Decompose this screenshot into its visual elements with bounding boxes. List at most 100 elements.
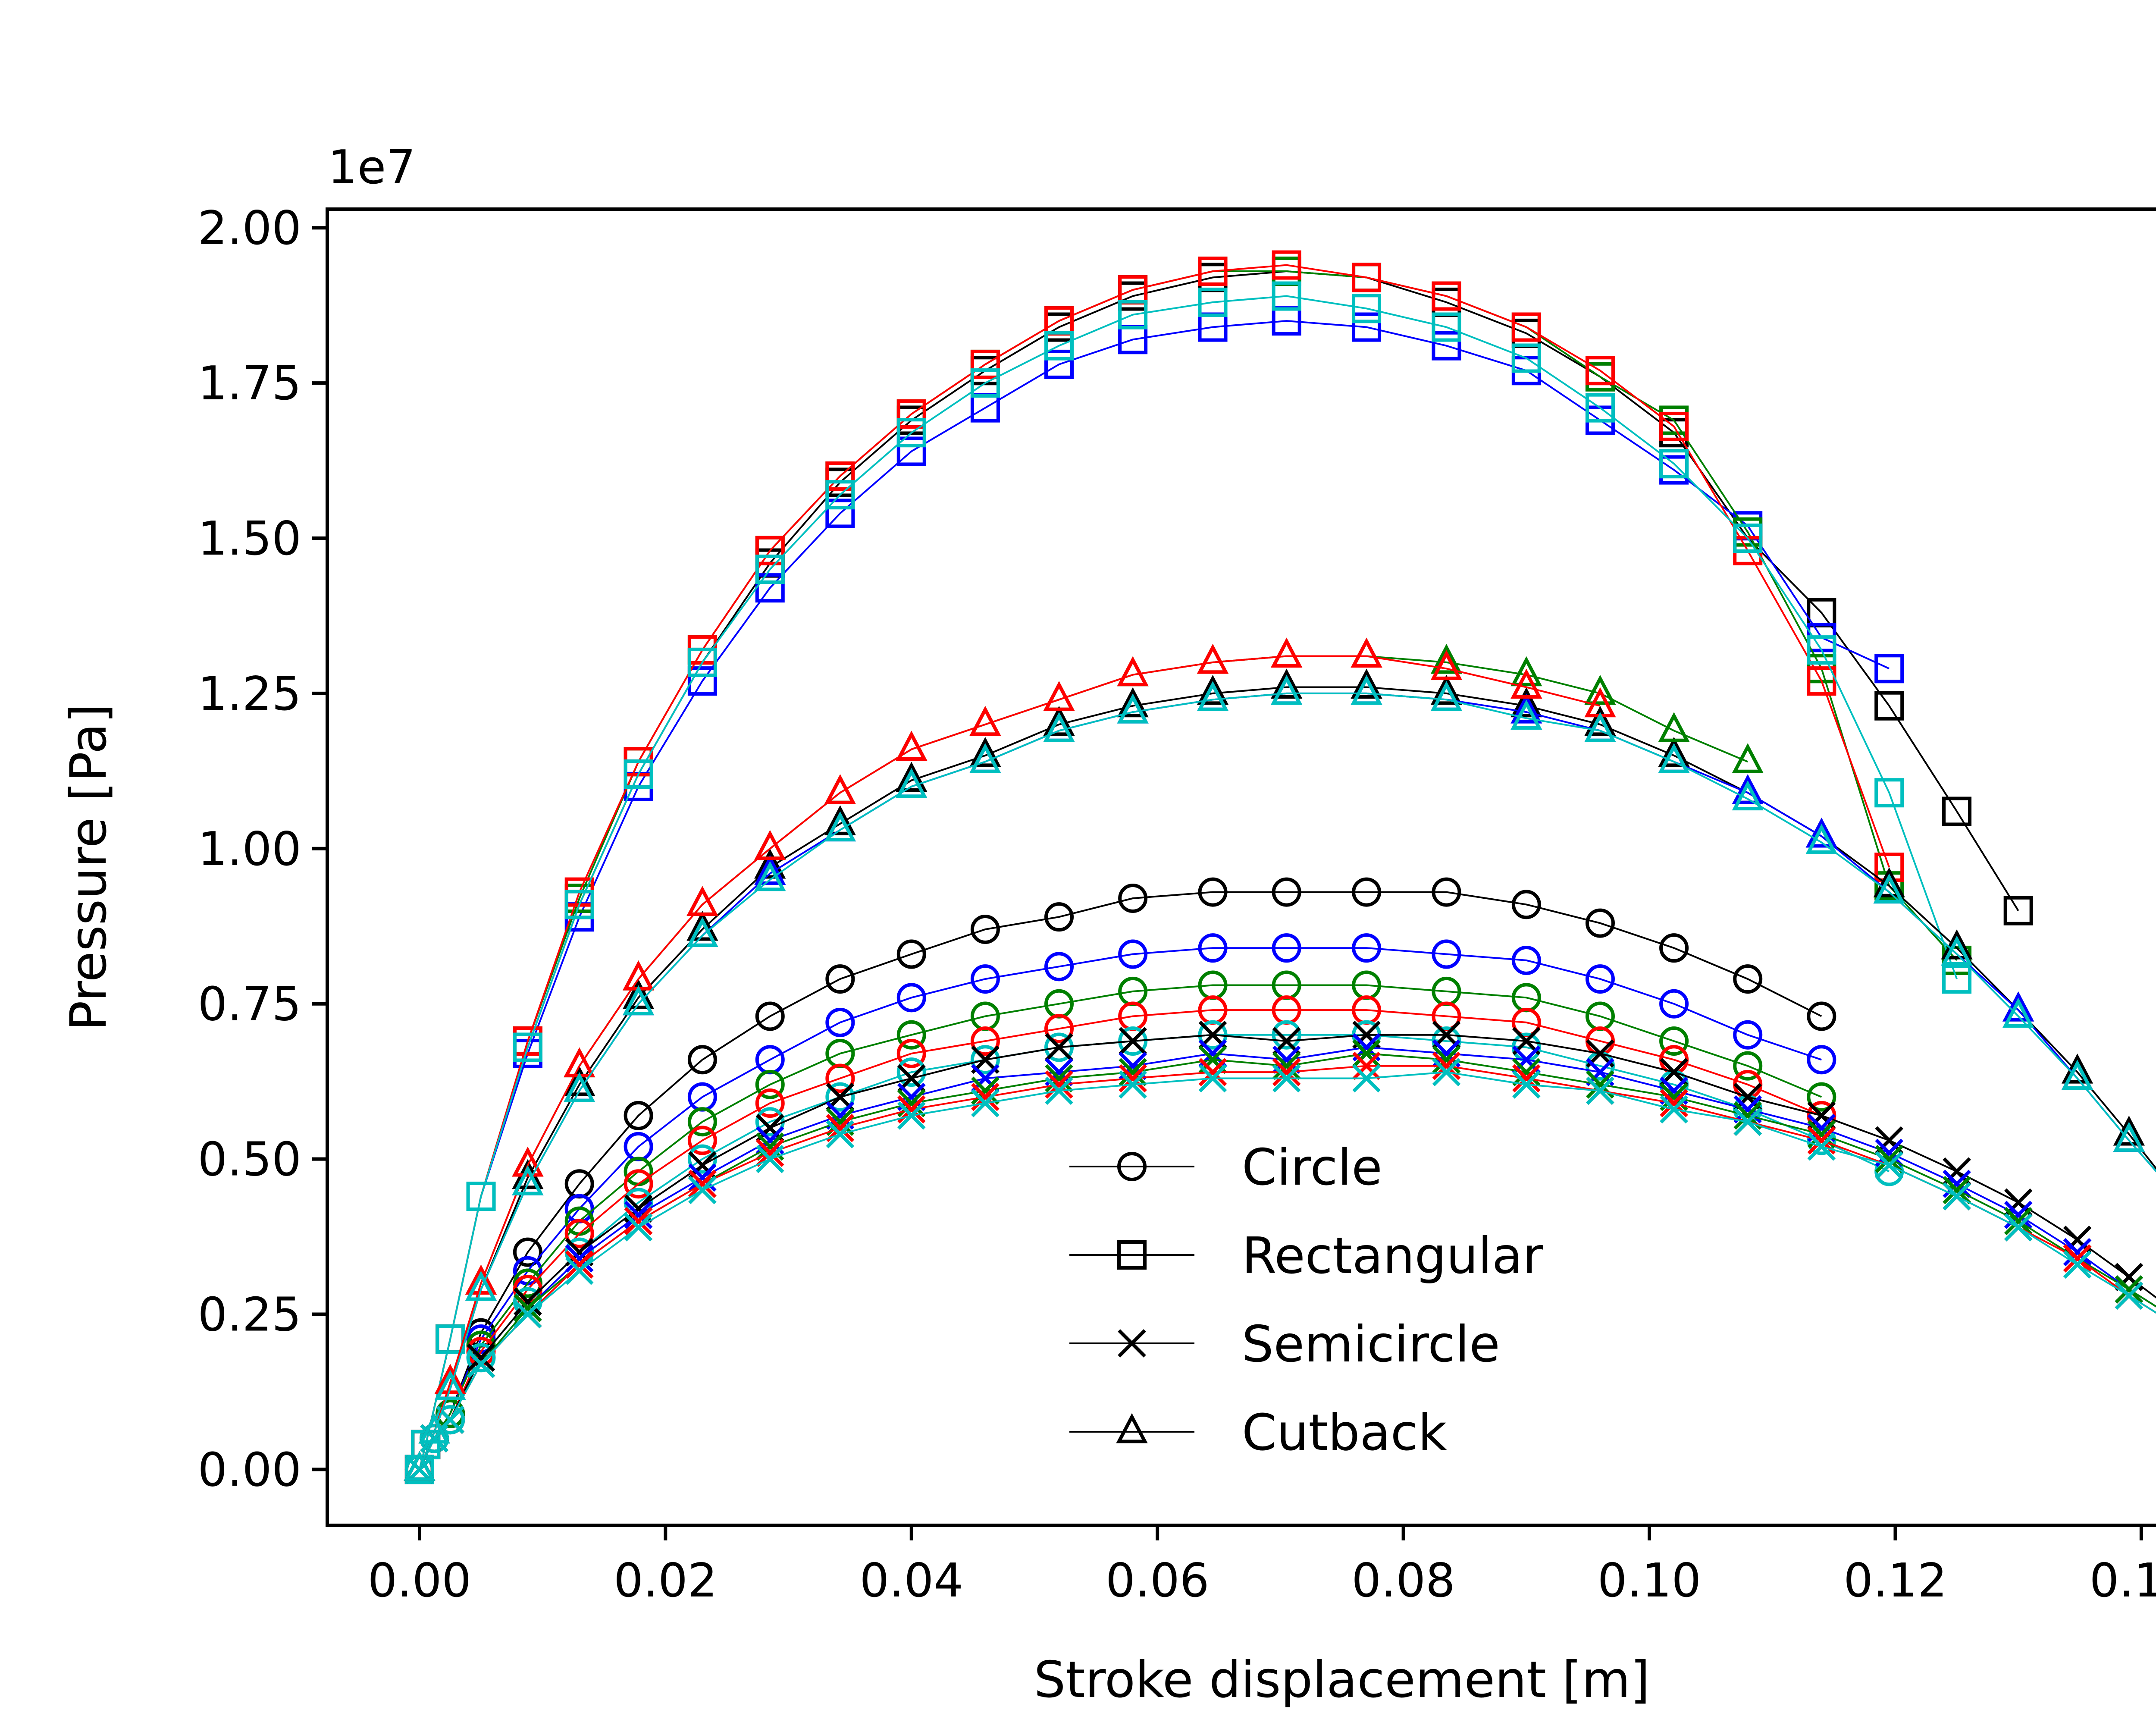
- x-tick-label: 0.06: [1106, 1554, 1209, 1608]
- y-tick-label: 2.00: [198, 201, 301, 255]
- data-point-triangle: [564, 1072, 595, 1102]
- data-point-square: [1659, 449, 1689, 479]
- y-offset-label: 1e7: [328, 141, 416, 194]
- data-point-circle: [1432, 939, 1461, 969]
- legend-entry-cutback: Cutback: [1069, 1404, 1447, 1462]
- series-line: [419, 1009, 1822, 1470]
- data-point-x: [1660, 1095, 1688, 1124]
- data-point-circle: [687, 1107, 717, 1137]
- data-point-x: [971, 1082, 1000, 1111]
- data-point-triangle: [1510, 699, 1542, 730]
- data-point-circle: [1044, 1014, 1074, 1044]
- data-point-circle: [1044, 952, 1074, 982]
- data-point-x: [565, 1256, 594, 1285]
- data-point-x: [1875, 1145, 1904, 1173]
- data-point-circle: [1044, 1032, 1074, 1062]
- y-tick-label: 1.75: [198, 357, 301, 411]
- data-point-x: [2115, 1275, 2143, 1304]
- data-point-x: [1119, 1058, 1147, 1086]
- series-rectangular-cyan: [404, 281, 1972, 1484]
- data-point-square: [970, 349, 1000, 379]
- legend-marker-square-icon: [1117, 1240, 1147, 1270]
- data-point-circle: [1733, 964, 1763, 994]
- data-point-x: [897, 1101, 926, 1130]
- data-point-square: [1432, 281, 1461, 311]
- legend-marker-triangle-icon: [1116, 1413, 1148, 1443]
- data-point-x: [1119, 1064, 1147, 1093]
- data-point-triangle: [896, 768, 928, 798]
- data-point-x: [2004, 1213, 2033, 1242]
- data-point-square: [466, 1182, 496, 1211]
- data-point-x: [514, 1287, 542, 1316]
- data-point-x: [2115, 1281, 2143, 1310]
- data-point-circle: [687, 1126, 717, 1155]
- data-point-x: [2063, 1250, 2092, 1279]
- data-point-triangle: [1043, 706, 1075, 736]
- data-point-x: [1586, 1076, 1614, 1105]
- series-line: [419, 692, 2156, 1470]
- data-point-square: [1659, 411, 1689, 441]
- x-tick-label: 0.08: [1351, 1554, 1455, 1608]
- data-point-triangle: [418, 1413, 450, 1444]
- data-point-x: [1733, 1107, 1762, 1136]
- data-point-circle: [896, 1038, 926, 1068]
- series-cutback-cyan: [404, 674, 2156, 1481]
- data-point-x: [1943, 1176, 1971, 1204]
- series-line: [419, 984, 1822, 1470]
- axes-frame: [326, 207, 2156, 1527]
- data-point-circle: [624, 1169, 653, 1199]
- y-tick-label: 0.75: [198, 978, 301, 1032]
- x-tick-label: 0.10: [1598, 1554, 1701, 1608]
- data-point-circle: [1118, 883, 1148, 913]
- data-point-circle: [755, 1070, 785, 1099]
- data-point-x: [2004, 1207, 2033, 1236]
- series-layer: [404, 250, 2156, 1484]
- data-point-x: [1272, 1051, 1301, 1080]
- data-point-square: [1272, 250, 1301, 280]
- data-point-triangle: [896, 762, 928, 792]
- data-point-triangle: [1805, 817, 1837, 848]
- data-point-x: [1432, 1045, 1461, 1074]
- data-point-square: [1807, 666, 1836, 696]
- y-tick-label: 0.50: [198, 1133, 301, 1187]
- data-point-triangle: [622, 985, 655, 1016]
- data-point-square: [825, 480, 855, 510]
- data-point-x: [1045, 1033, 1073, 1062]
- data-point-circle: [825, 1082, 855, 1112]
- y-axis-label: Pressure [Pa]: [60, 704, 118, 1031]
- data-point-triangle: [1584, 674, 1616, 705]
- data-point-triangle: [686, 886, 718, 916]
- data-point-circle: [1352, 933, 1382, 963]
- data-point-x: [971, 1089, 1000, 1117]
- data-point-x: [1432, 1051, 1461, 1080]
- legend-entry-semicircle: Semicircle: [1069, 1315, 1500, 1374]
- data-point-triangle: [1732, 780, 1764, 811]
- data-point-circle: [1807, 1082, 1836, 1112]
- data-point-triangle: [1351, 637, 1382, 668]
- y-tick-label: 1.25: [198, 667, 301, 721]
- legend-label: Semicircle: [1242, 1315, 1500, 1374]
- data-point-triangle: [1430, 650, 1463, 680]
- data-point-square: [1118, 300, 1148, 329]
- data-point-triangle: [1873, 867, 1905, 897]
- data-point-square: [970, 368, 1000, 398]
- data-point-x: [1432, 1058, 1461, 1086]
- data-point-square: [1874, 778, 1904, 808]
- data-point-triangle: [2061, 1060, 2093, 1090]
- data-point-x: [1660, 1089, 1688, 1117]
- data-point-triangle: [1430, 681, 1463, 711]
- data-point-triangle: [1873, 873, 1905, 904]
- data-point-x: [420, 1424, 448, 1453]
- x-tick-label: 0.02: [614, 1554, 717, 1608]
- data-point-x: [1198, 1064, 1227, 1093]
- y-axis-ticks: 0.00 0.25 0.50 0.75 1.00 1.25 1.50 1.75 2.00: [198, 201, 327, 1497]
- data-point-x: [2063, 1238, 2092, 1267]
- data-point-x: [1272, 1064, 1301, 1093]
- data-point-x: [624, 1201, 653, 1229]
- data-point-triangle: [1658, 737, 1690, 767]
- data-point-circle: [755, 1001, 785, 1031]
- data-point-triangle: [896, 731, 928, 761]
- data-point-square: [1352, 312, 1382, 342]
- x-tick-label: 0.00: [368, 1554, 471, 1608]
- data-point-triangle: [754, 855, 786, 885]
